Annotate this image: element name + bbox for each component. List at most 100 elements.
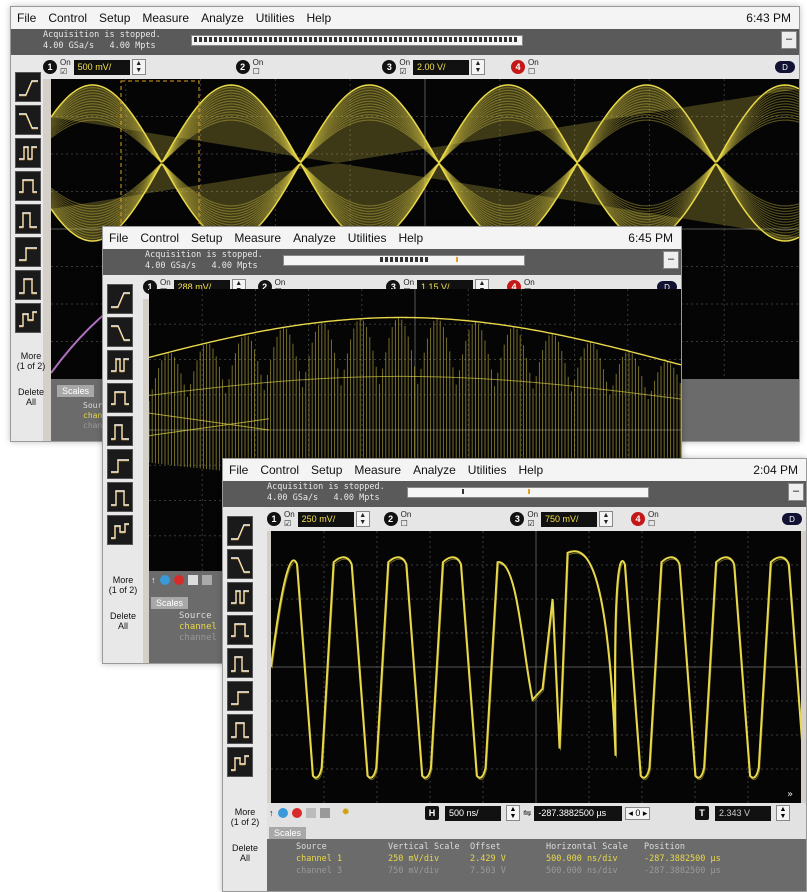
channel-3-icon[interactable]: 3 <box>510 512 525 526</box>
timebase-scale[interactable]: 500 ns/ <box>445 805 501 821</box>
minimize-button[interactable]: – <box>788 483 804 501</box>
stop-icon[interactable] <box>291 807 302 818</box>
glitch-trigger-icon[interactable] <box>107 350 133 380</box>
menu-control[interactable]: Control <box>140 231 180 245</box>
edge-trigger-rising-icon[interactable] <box>227 516 253 546</box>
channel-2-icon[interactable]: 2 <box>235 60 250 74</box>
channel-1-icon[interactable]: 1 <box>43 60 57 74</box>
delete-all-button[interactable]: Delete All <box>11 387 51 407</box>
edge-trigger-rising-icon[interactable] <box>15 72 41 102</box>
pulse-width-trigger-icon[interactable] <box>227 615 253 645</box>
runt-trigger-icon[interactable] <box>107 416 133 446</box>
menu-help[interactable]: Help <box>518 463 544 477</box>
setup-hold-trigger-icon[interactable] <box>107 449 133 479</box>
save-icon[interactable] <box>201 575 212 585</box>
pulse-width-trigger-icon[interactable] <box>15 171 41 201</box>
more-button[interactable]: More (1 of 2) <box>223 807 267 827</box>
single-icon[interactable] <box>305 807 316 818</box>
waveform-display-3[interactable]: » <box>271 531 801 803</box>
menu-control[interactable]: Control <box>48 11 88 25</box>
channel-2-icon[interactable]: 2 <box>383 512 398 526</box>
single-icon[interactable] <box>187 575 198 585</box>
menu-utilities[interactable]: Utilities <box>255 11 295 25</box>
delay-icon[interactable]: ⇋ <box>523 807 532 819</box>
channel-1-scale[interactable]: 500 mV/ <box>73 59 130 75</box>
channel-3-scale[interactable]: 2.00 V/ <box>413 59 470 75</box>
menu-help[interactable]: Help <box>306 11 332 25</box>
acquisition-memory-bar[interactable] <box>191 35 523 46</box>
more-button[interactable]: More (1 of 2) <box>103 575 143 595</box>
menu-setup[interactable]: Setup <box>99 11 131 25</box>
chevron-right-icon[interactable]: » <box>787 789 793 800</box>
menu-utilities[interactable]: Utilities <box>347 231 387 245</box>
pulse-width-trigger-icon[interactable] <box>107 383 133 413</box>
checkbox-icon[interactable]: ☐ <box>400 519 408 528</box>
channel-1-icon[interactable]: 1 <box>267 512 281 526</box>
pattern-trigger-icon[interactable] <box>15 303 41 333</box>
pattern-trigger-icon[interactable] <box>227 747 253 777</box>
runt-trigger-icon[interactable] <box>227 648 253 678</box>
save-icon[interactable] <box>319 807 330 818</box>
scales-tab[interactable]: Scales <box>57 385 95 397</box>
menu-file[interactable]: File <box>229 463 249 477</box>
setup-hold-trigger-icon[interactable] <box>15 237 41 267</box>
menu-analyze[interactable]: Analyze <box>201 11 244 25</box>
pattern-trigger-icon[interactable] <box>107 515 133 545</box>
position-stepper[interactable]: ◂ 0 ▸ <box>625 806 651 820</box>
channel-1-scale[interactable]: 250 mV/ <box>297 511 354 527</box>
menu-control[interactable]: Control <box>260 463 300 477</box>
trigger-icon[interactable]: T <box>695 806 709 820</box>
more-button[interactable]: More (1 of 2) <box>11 351 51 371</box>
checkbox-icon[interactable]: ☑ <box>60 67 68 76</box>
menu-file[interactable]: File <box>109 231 129 245</box>
minimize-button[interactable]: – <box>663 251 679 269</box>
menu-setup[interactable]: Setup <box>311 463 343 477</box>
delete-all-button[interactable]: Delete All <box>223 843 267 863</box>
trigger-level[interactable]: 2.343 V <box>715 805 771 821</box>
scale-spinner[interactable]: ▲▼ <box>131 59 146 75</box>
digital-channels-icon[interactable]: D <box>782 513 802 525</box>
scale-spinner[interactable]: ▲▼ <box>471 59 486 75</box>
sun-icon[interactable]: ✹ <box>341 807 350 818</box>
channel-3-scale[interactable]: 750 mV/ <box>541 511 598 527</box>
position-field[interactable]: -287.3882500 µs <box>534 805 623 821</box>
runt-trigger-icon[interactable] <box>15 204 41 234</box>
acquisition-memory-bar[interactable] <box>283 255 525 266</box>
timebase-spinner[interactable]: ▲ ▼ <box>506 805 520 821</box>
channel-3-icon[interactable]: 3 <box>382 60 397 74</box>
menu-help[interactable]: Help <box>398 231 424 245</box>
edge-trigger-falling-icon[interactable] <box>227 549 253 579</box>
channel-4-icon[interactable]: 4 <box>631 512 646 526</box>
window-trigger-icon[interactable] <box>227 714 253 744</box>
window-trigger-icon[interactable] <box>107 482 133 512</box>
trigger-spinner[interactable]: ▲ ▼ <box>776 805 790 821</box>
setup-hold-trigger-icon[interactable] <box>227 681 253 711</box>
checkbox-icon[interactable]: ☑ <box>399 67 407 76</box>
acquisition-memory-bar[interactable] <box>407 487 649 498</box>
horizontal-icon[interactable]: H <box>425 806 439 820</box>
menu-measure[interactable]: Measure <box>142 11 190 25</box>
menu-analyze[interactable]: Analyze <box>413 463 456 477</box>
channel-4-icon[interactable]: 4 <box>511 60 526 74</box>
edge-trigger-falling-icon[interactable] <box>107 317 133 347</box>
scale-spinner[interactable]: ▲▼ <box>355 511 370 527</box>
menu-measure[interactable]: Measure <box>234 231 282 245</box>
minimize-button[interactable]: – <box>781 31 797 49</box>
edge-trigger-falling-icon[interactable] <box>15 105 41 135</box>
checkbox-icon[interactable]: ☑ <box>284 519 292 528</box>
checkbox-icon[interactable]: ☐ <box>528 67 536 76</box>
scales-tab[interactable]: Scales <box>269 827 307 839</box>
scale-spinner[interactable]: ▲▼ <box>599 511 614 527</box>
scales-tab[interactable]: Scales <box>151 597 189 609</box>
run-icon[interactable] <box>277 807 288 818</box>
menu-utilities[interactable]: Utilities <box>467 463 507 477</box>
menu-measure[interactable]: Measure <box>354 463 402 477</box>
delete-all-button[interactable]: Delete All <box>103 611 143 631</box>
window-trigger-icon[interactable] <box>15 270 41 300</box>
run-icon[interactable] <box>159 575 170 585</box>
edge-trigger-rising-icon[interactable] <box>107 284 133 314</box>
checkbox-icon[interactable]: ☐ <box>252 67 260 76</box>
digital-channels-icon[interactable]: D <box>775 61 795 73</box>
glitch-trigger-icon[interactable] <box>15 138 41 168</box>
checkbox-icon[interactable]: ☑ <box>527 519 535 528</box>
